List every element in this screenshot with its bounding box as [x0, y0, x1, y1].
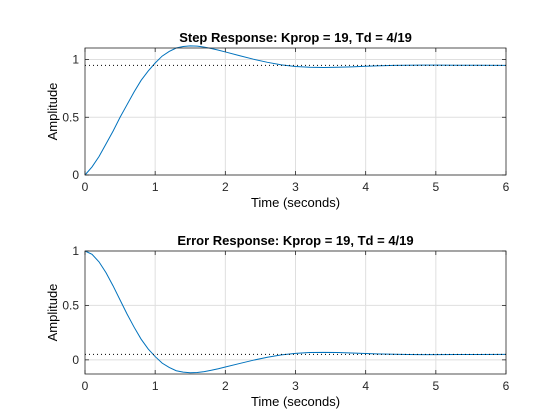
error-chart-title: Error Response: Kprop = 19, Td = 4/19 [177, 233, 413, 248]
step-x-tick-label: 0 [82, 180, 89, 194]
step-x-tick-label: 4 [362, 180, 369, 194]
step-x-tick-label: 3 [292, 180, 299, 194]
step-x-tick-label: 1 [152, 180, 159, 194]
step-x-axis-label: Time (seconds) [251, 195, 340, 210]
error-x-axis-label: Time (seconds) [251, 394, 340, 409]
error-x-tick-label: 3 [292, 379, 299, 393]
error-x-tick-label: 2 [222, 379, 229, 393]
error-response-plot: 0 1 2 3 4 5 6 0 0.5 1 Error Response: Kprop = 19, … [45, 233, 510, 409]
step-x-tick-label: 6 [503, 180, 510, 194]
step-y-axis-label: Amplitude [45, 83, 60, 141]
error-x-tick-label: 4 [362, 379, 369, 393]
step-y-tick-label: 1 [72, 53, 79, 67]
step-y-tick-label: 0.5 [62, 110, 79, 124]
error-x-tick-label: 5 [432, 379, 439, 393]
error-x-tick-label: 1 [152, 379, 159, 393]
error-y-tick-label: 1 [72, 244, 79, 258]
step-x-tick-label: 5 [432, 180, 439, 194]
error-y-tick-label: 0 [72, 353, 79, 367]
step-chart-title: Step Response: Kprop = 19, Td = 4/19 [179, 30, 412, 45]
step-y-tick-label: 0 [72, 168, 79, 182]
error-y-tick-label: 0.5 [62, 298, 79, 312]
step-response-plot: 0 1 2 3 4 5 6 0 0.5 1 Step Response: Kprop = 19, T… [45, 30, 510, 210]
error-x-tick-label: 0 [82, 379, 89, 393]
error-x-tick-label: 6 [503, 379, 510, 393]
step-x-tick-label: 2 [222, 180, 229, 194]
error-y-axis-label: Amplitude [45, 284, 60, 342]
